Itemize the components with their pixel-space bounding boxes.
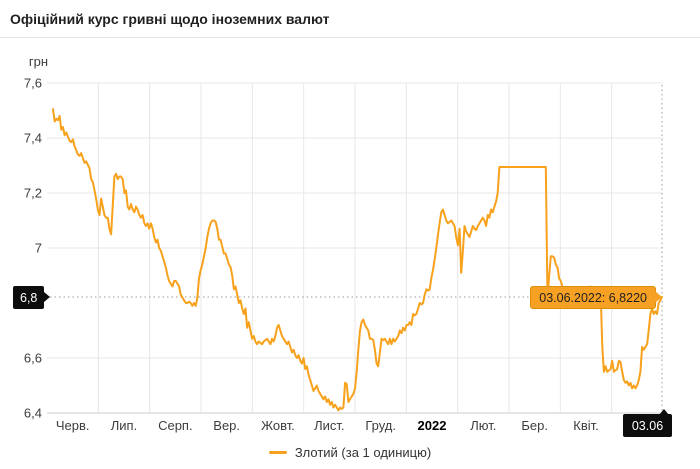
current-value-badge-text: 6,8: [20, 290, 38, 305]
x-tick-label: Бер.: [521, 418, 548, 433]
x-tick-label: Груд.: [365, 418, 396, 433]
x-tick-label: Вер.: [213, 418, 240, 433]
y-tick-label: 7,6: [24, 76, 42, 91]
y-tick-label: 6,6: [24, 351, 42, 366]
y-tick-label: 7: [35, 241, 42, 256]
current-value-badge: 6,8: [13, 286, 51, 309]
y-axis-unit-label: грн: [29, 54, 48, 69]
x-tick-label: Жовт.: [261, 418, 295, 433]
tooltip: 03.06.2022: 6,8220: [530, 286, 662, 309]
tooltip-text: 03.06.2022: 6,8220: [539, 290, 647, 305]
x-tick-label: Лют.: [470, 418, 496, 433]
x-tick-label: Черв.: [56, 418, 90, 433]
current-date-badge-text: 03.06: [631, 418, 664, 433]
date-badge-pointer-icon: [659, 409, 669, 415]
x-tick-label: 2022: [418, 418, 447, 433]
current-date-badge: 03.06: [623, 409, 672, 437]
x-tick-label: Лист.: [314, 418, 344, 433]
legend: Злотий (за 1 одиницю): [0, 445, 700, 460]
x-tick-label: Серп.: [158, 418, 193, 433]
series-line-zloty: [52, 108, 663, 412]
line-chart[interactable]: 7,6 7,4 7,2 7 6,6 6,4 грн Черв. Лип. Серп. Вер. Жов…: [0, 0, 700, 442]
legend-line-marker: [268, 451, 287, 454]
x-tick-label: Квіт.: [573, 418, 599, 433]
y-tick-label: 7,4: [24, 131, 42, 146]
page-title: Офіційний курс гривні щодо іноземних вал…: [10, 10, 330, 27]
legend-item-zloty[interactable]: Злотий (за 1 одиницю): [268, 445, 432, 460]
x-tick-label: Лип.: [111, 418, 137, 433]
value-badge-pointer-icon: [44, 292, 51, 302]
title-bar: Офіційний курс гривні щодо іноземних вал…: [0, 0, 700, 38]
tooltip-pointer-icon: [655, 291, 662, 303]
y-tick-label: 6,4: [24, 406, 42, 421]
y-tick-label: 7,2: [24, 186, 42, 201]
legend-label: Злотий (за 1 одиницю): [294, 445, 432, 460]
